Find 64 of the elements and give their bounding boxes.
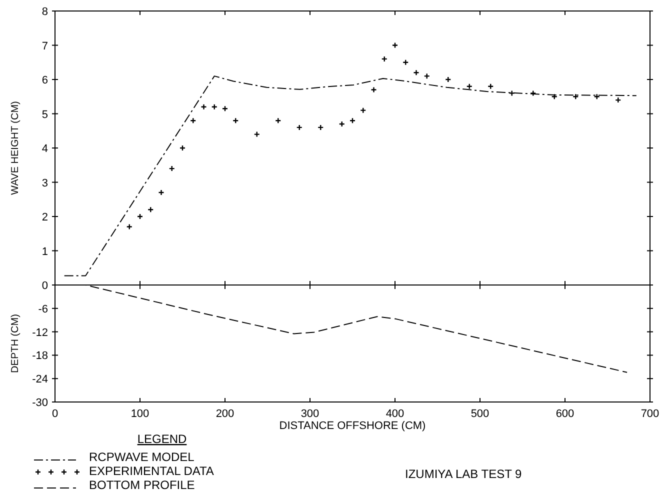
y-tick-label: 3 [42,177,48,190]
point [572,94,579,100]
point [254,131,260,138]
legend-label: EXPERIMENTAL DATA [89,464,214,478]
point [179,144,186,152]
x-tick-label: 100 [130,408,150,420]
y-tick-label: -24 [32,374,48,386]
point [424,72,430,80]
point [200,104,207,110]
text: BOTTOM PROFILE [89,478,195,492]
point [338,120,345,128]
point [296,124,302,131]
line-series [64,76,637,276]
y-tick-label: 1 [42,246,48,258]
point [211,104,218,110]
y-tick-label: -6 [38,303,48,316]
point [349,118,356,124]
y-tick-label: 5 [42,108,48,121]
x-tick-label: 600 [556,408,574,420]
point [158,189,164,196]
point [402,59,409,66]
point [148,206,154,213]
y-tick-label: 0 [42,280,48,292]
point [530,90,536,96]
point [413,70,420,76]
y-tick-label: 7 [42,40,48,52]
y-axis-title: DEPTH (CM) [10,314,21,373]
legend-label: RCPWAVE MODEL [89,450,195,464]
point [615,96,622,104]
point [445,76,452,83]
point [594,94,600,100]
text: IZUMIYA LAB TEST 9 [405,467,522,481]
x-axis-title: DISTANCE OFFSHORE (CM) [279,420,426,432]
point [370,86,377,93]
point [551,94,558,100]
legend-title: LEGEND [137,432,187,446]
point [168,165,175,172]
x-tick-label: 400 [386,408,404,420]
y-axis-title: WAVE HEIGHT (CM) [10,101,21,195]
y-tick-label: -18 [32,350,48,362]
y-tick-label: -12 [32,326,48,339]
point [381,56,388,62]
point [275,118,282,124]
point [190,118,196,124]
point [466,83,472,90]
x-tick-label: 500 [470,408,490,420]
x-tick-label: 0 [52,408,58,420]
y-tick-label: 2 [42,212,48,224]
point [232,118,239,124]
point [392,42,398,48]
y-tick-label: 4 [42,143,48,155]
point [508,90,515,96]
point [136,213,144,220]
y-tick-label: -30 [32,397,48,409]
x-tick-label: 700 [640,408,660,420]
point [488,83,494,90]
point [222,106,228,112]
y-tick-label: 8 [42,6,48,18]
point [360,107,366,114]
x-tick-label: 300 [300,408,320,420]
point [126,224,132,230]
y-tick-label: 6 [42,74,48,86]
x-tick-label: 200 [216,408,234,420]
point [318,124,324,131]
